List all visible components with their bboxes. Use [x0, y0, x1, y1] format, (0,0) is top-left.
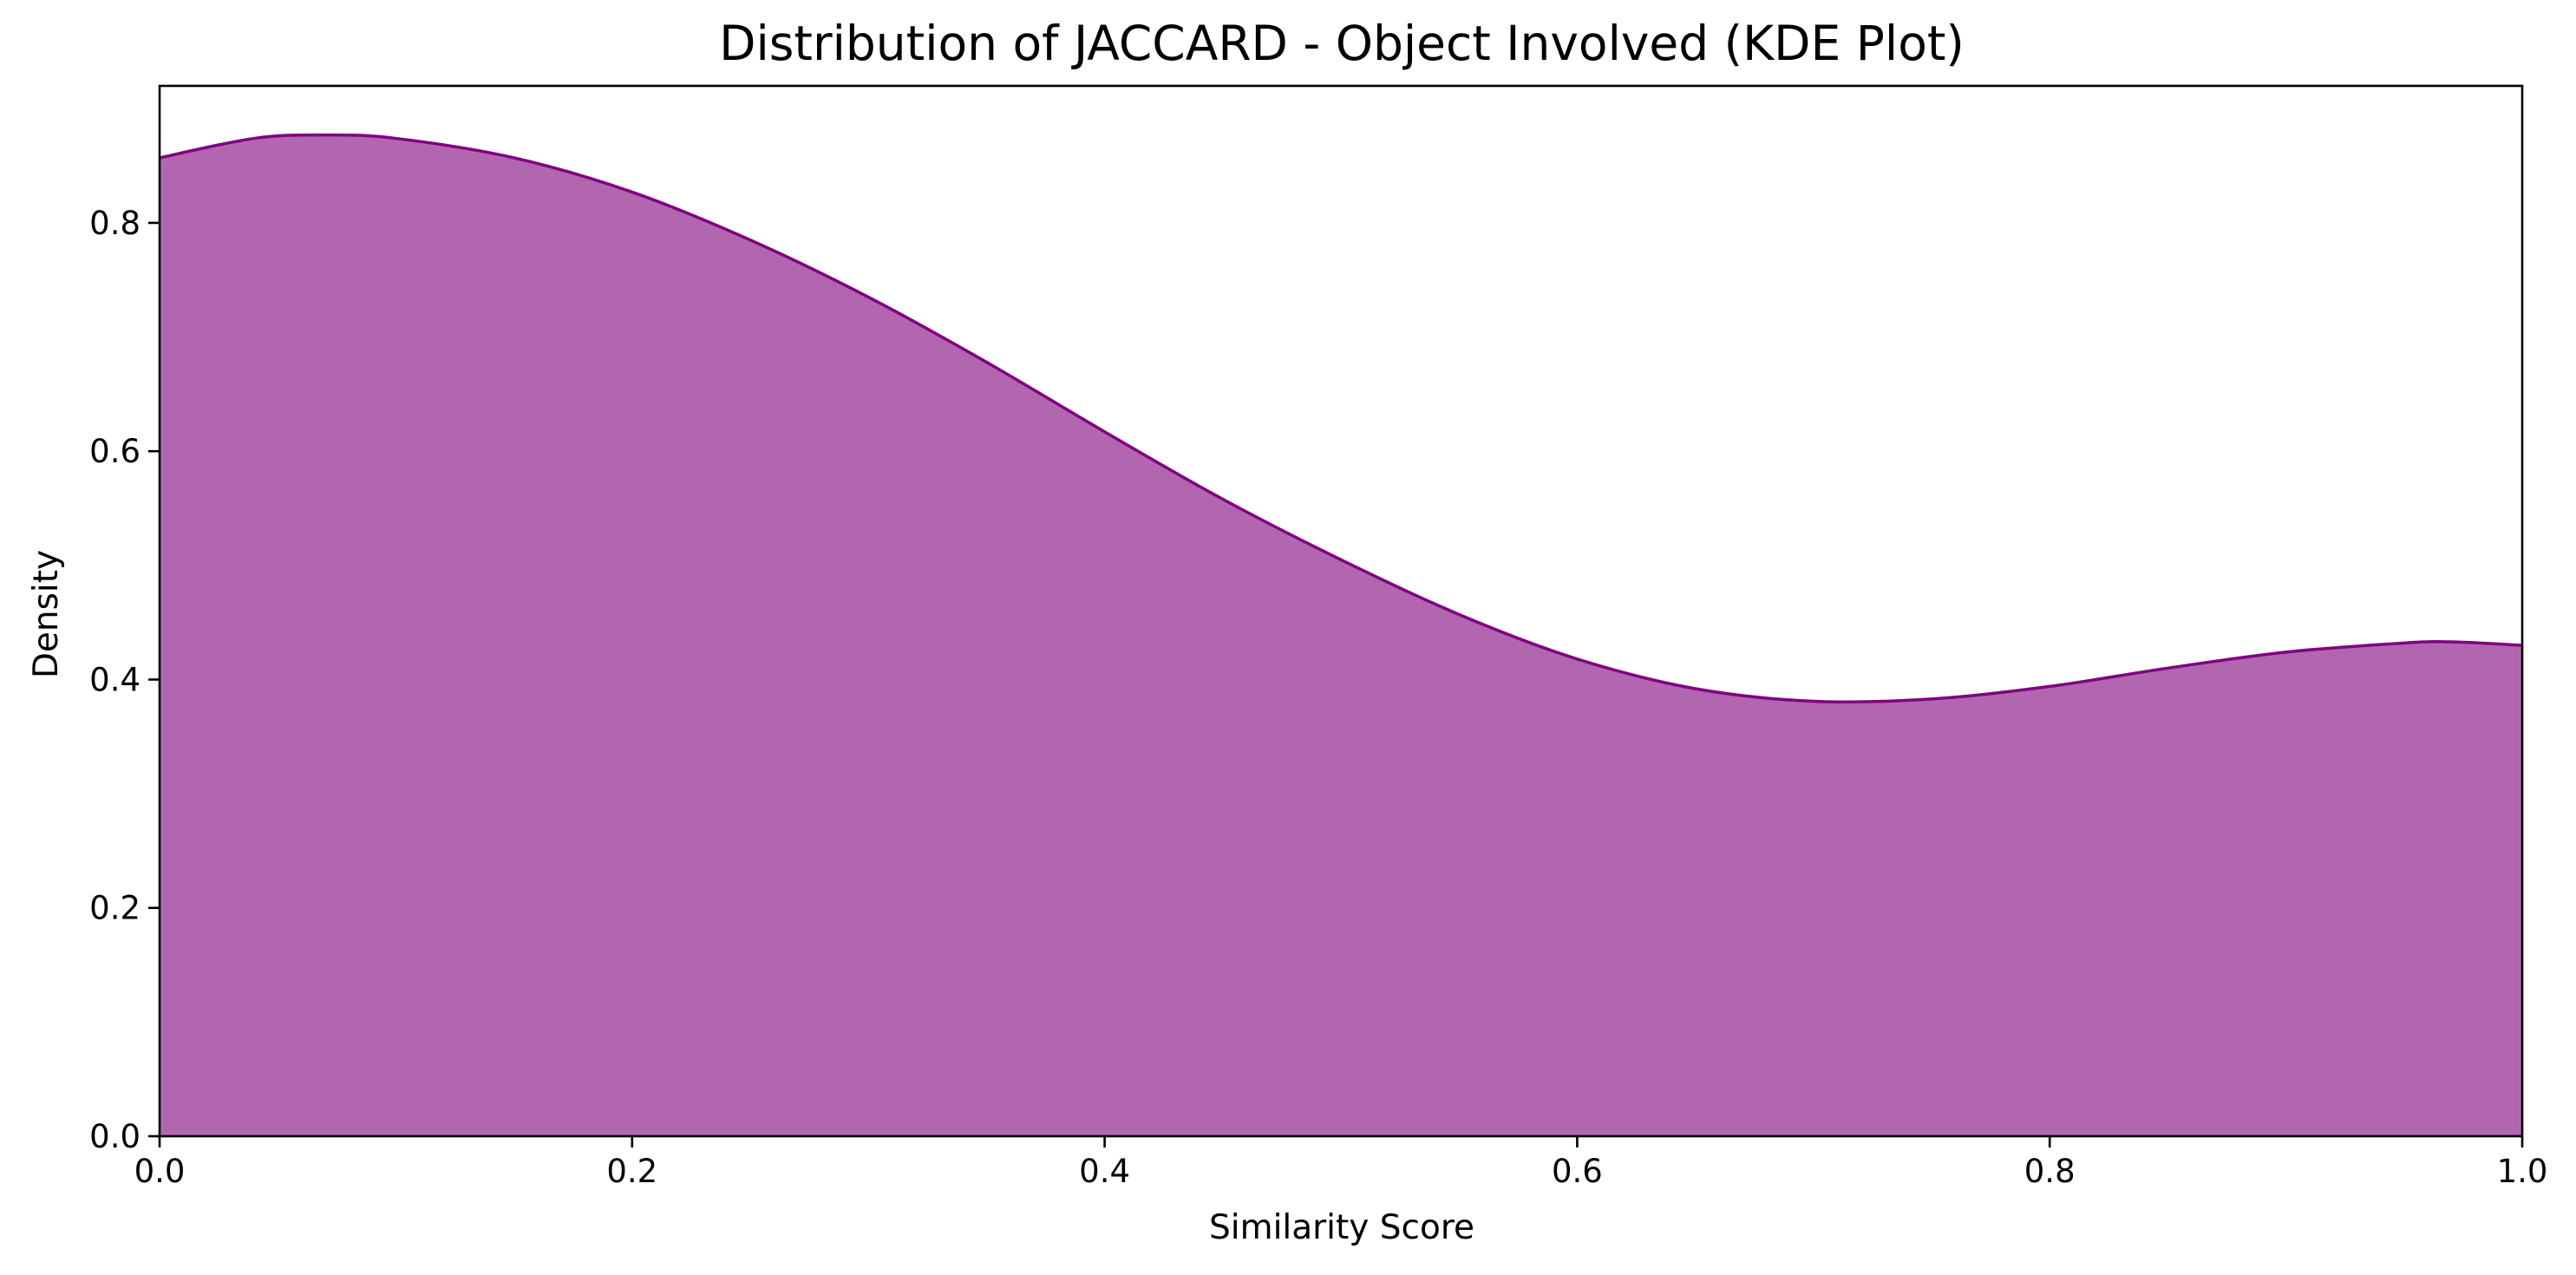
plot-layer [159, 133, 2523, 1136]
y-tick-label: 0.8 [89, 205, 141, 242]
x-axis-label: Similarity Score [1209, 1208, 1474, 1247]
x-tick-label: 0.0 [134, 1153, 186, 1190]
y-tick-label: 0.0 [89, 1118, 141, 1155]
y-tick-label: 0.6 [89, 433, 141, 470]
chart-title: Distribution of JACCARD - Object Involve… [719, 16, 1965, 71]
y-tick-label: 0.4 [89, 661, 141, 698]
density-curve-line [159, 133, 2523, 704]
x-tick-label: 0.8 [2024, 1153, 2076, 1190]
x-tick-label: 1.0 [2497, 1153, 2548, 1190]
y-axis-label: Density [27, 550, 66, 678]
axes-layer: 0.0 0.2 0.4 0.6 0.8 1.0 0.0 0.2 0.4 0.6 0.8 [89, 84, 2548, 1190]
density-area-fill [160, 134, 2522, 1136]
x-tick-label: 0.6 [1552, 1153, 1603, 1190]
plot-frame [158, 84, 2524, 1138]
y-tick-label: 0.2 [89, 890, 141, 927]
x-tick-label: 0.4 [1079, 1153, 1130, 1190]
x-tick-label: 0.2 [606, 1153, 657, 1190]
